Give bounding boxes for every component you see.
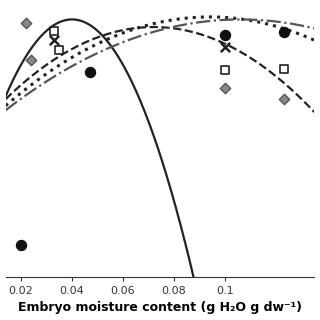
Point bbox=[28, 57, 34, 62]
Point bbox=[52, 37, 57, 42]
Point bbox=[281, 66, 286, 71]
Point bbox=[222, 85, 228, 90]
Point bbox=[87, 70, 92, 75]
Point bbox=[23, 21, 28, 26]
X-axis label: Embryo moisture content (g H₂O g dw⁻¹): Embryo moisture content (g H₂O g dw⁻¹) bbox=[18, 301, 302, 315]
Point bbox=[281, 96, 286, 101]
Point bbox=[222, 67, 228, 72]
Point bbox=[222, 44, 228, 50]
Point bbox=[222, 32, 228, 37]
Point bbox=[281, 29, 286, 35]
Point bbox=[52, 28, 57, 33]
Point bbox=[18, 243, 23, 248]
Point bbox=[57, 47, 62, 52]
